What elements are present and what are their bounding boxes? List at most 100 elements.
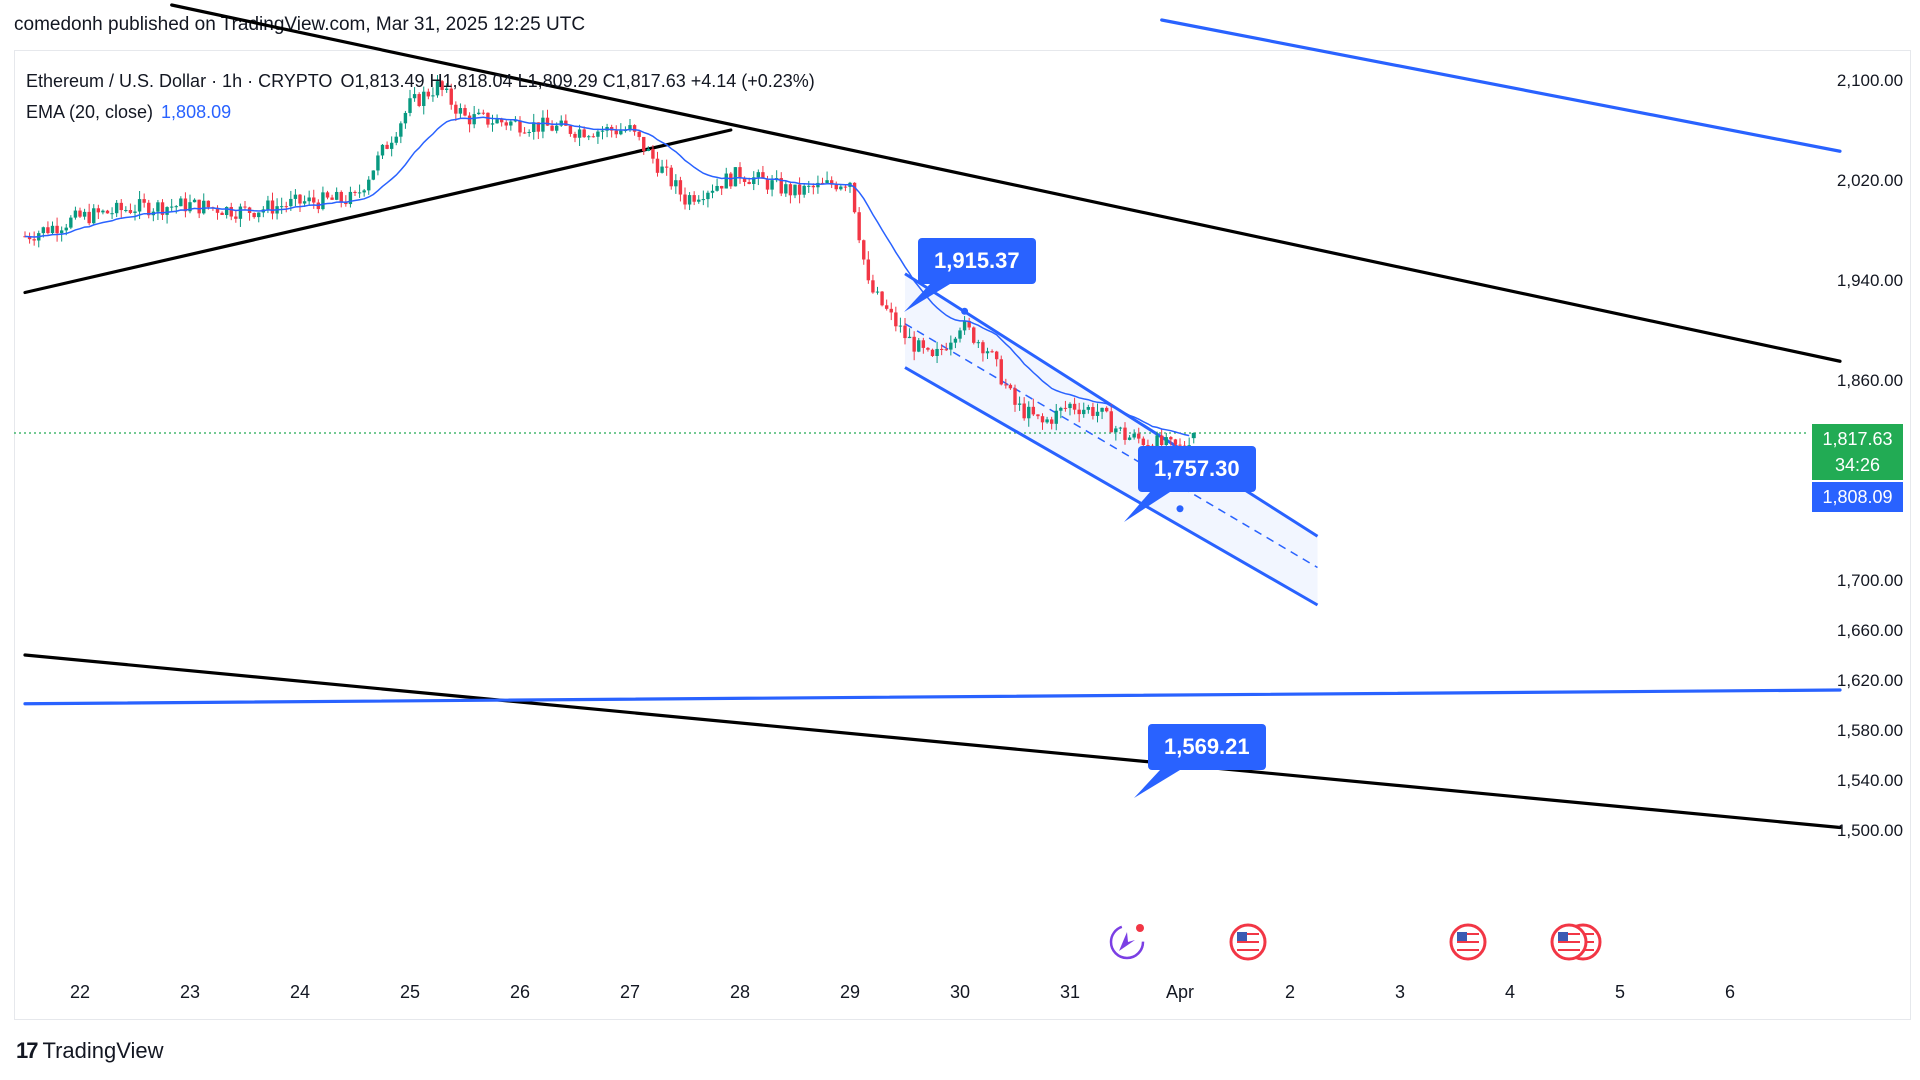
time-tick-label: 4 (1505, 982, 1515, 1002)
candle-body (481, 112, 486, 114)
price-callout-1569[interactable]: 1,569.21 (1148, 724, 1266, 770)
callout-anchor-dot (1176, 505, 1184, 513)
time-tick-label: 22 (70, 982, 90, 1002)
candle-body (779, 178, 783, 194)
ema-label[interactable]: EMA (20, close) (26, 102, 154, 122)
candle-body (600, 130, 605, 132)
candle-body (990, 351, 994, 353)
candle-body (96, 208, 101, 213)
time-tick-label: 24 (290, 982, 310, 1002)
candle-body (1049, 419, 1054, 424)
time-tick-label: 5 (1615, 982, 1625, 1002)
candle-body (1095, 411, 1100, 416)
time-tick-label: 23 (180, 982, 200, 1002)
symbol-title[interactable]: Ethereum / U.S. Dollar · 1h · CRYPTO (26, 71, 333, 91)
candle-body (307, 197, 311, 202)
time-tick-label: 29 (840, 982, 860, 1002)
candle-body (1022, 403, 1026, 419)
candle-body (852, 182, 857, 213)
candle-body (137, 199, 142, 212)
candle-body (1114, 428, 1118, 433)
price-callout-1915[interactable]: 1,915.37 (918, 238, 1036, 284)
candle-body (843, 186, 848, 188)
candle-body (701, 199, 706, 201)
flag-stripe (1558, 949, 1580, 951)
candle-body (1137, 433, 1141, 439)
candle-body (926, 347, 930, 350)
candle-body (747, 181, 751, 185)
chart-frame[interactable] (14, 50, 1911, 1020)
candle-body (637, 131, 641, 137)
candle-body (1008, 384, 1013, 389)
time-tick-label: 31 (1060, 982, 1080, 1002)
candle-body (1086, 407, 1091, 410)
candle-body (330, 197, 334, 200)
candle-body (1004, 384, 1008, 386)
candle-body (101, 210, 105, 213)
candle-body (1104, 407, 1109, 412)
tradingview-logo[interactable]: 17 TradingView (16, 1038, 164, 1064)
price-tick-label: 1,860.00 (1837, 371, 1903, 390)
candle-body (939, 348, 944, 350)
candle-body (536, 122, 541, 132)
publisher-line: comedonh published on TradingView.com, M… (14, 14, 586, 35)
candle-body (289, 198, 293, 207)
candle-body (958, 330, 962, 339)
candle-body (399, 123, 403, 137)
candle-body (564, 120, 568, 126)
candle-body (454, 104, 458, 114)
candle-body (587, 136, 591, 138)
candle-body (1027, 406, 1031, 419)
time-tick-label: 25 (400, 982, 420, 1002)
trendline-3 (23, 688, 1842, 706)
candle-body (687, 195, 692, 205)
candle-body (114, 202, 119, 214)
candle-body (582, 129, 586, 138)
candle-body (156, 202, 160, 212)
candle-body (522, 132, 527, 134)
callout-2-tail (1124, 492, 1170, 522)
candle-body (674, 180, 678, 187)
candle-body (829, 180, 834, 185)
candle-body (935, 348, 939, 357)
candle-body (1040, 416, 1045, 423)
candle-body (234, 216, 238, 219)
flag-canton (1558, 932, 1568, 941)
candle-body (816, 182, 820, 188)
candle-body (371, 170, 376, 180)
candle-body (124, 210, 128, 212)
candle-body (738, 167, 742, 179)
candle-body (807, 185, 811, 187)
ai-spark-icon (1109, 924, 1145, 960)
candle-body (422, 91, 426, 106)
candle-body (976, 342, 981, 344)
time-tick-label: 26 (510, 982, 530, 1002)
candle-body (376, 155, 380, 171)
candle-body (834, 184, 838, 190)
ema-price-tag: 1,808.09 (1812, 482, 1903, 512)
callout-3-tail (1134, 770, 1180, 798)
candle-body (1054, 410, 1058, 424)
candle-body (839, 186, 843, 190)
channel-fill (905, 273, 1318, 605)
candle-body (192, 199, 197, 203)
ema-line (24, 116, 1190, 437)
candle-body (857, 212, 861, 241)
flag-stripe (1237, 949, 1259, 951)
candle-body (1013, 388, 1017, 405)
flag-stripe (1457, 933, 1479, 935)
us-flag-icon (1229, 923, 1267, 961)
candle-body (87, 211, 91, 224)
candle-body (1127, 437, 1132, 440)
candle-body (669, 167, 673, 187)
candle-body (128, 210, 133, 213)
candle-body (412, 94, 417, 99)
candle-body (550, 125, 554, 131)
candle-body (706, 192, 710, 200)
candle-body (903, 325, 907, 339)
price-callout-1757[interactable]: 1,757.30 (1138, 446, 1256, 492)
candle-body (321, 192, 325, 210)
candle-body (174, 206, 178, 208)
candle-body (1059, 407, 1063, 411)
